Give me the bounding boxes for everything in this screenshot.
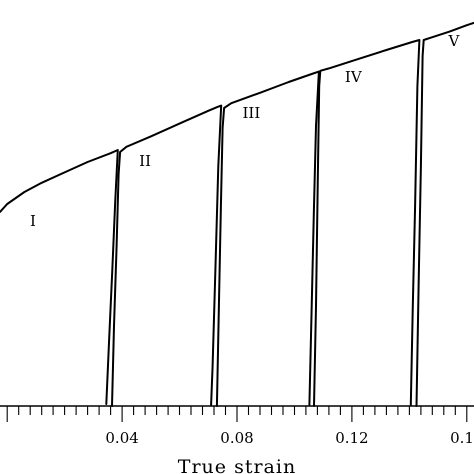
stage-label-i: I [30,212,36,230]
stage-label-iii: III [243,104,261,122]
stage-label-v: V [447,32,460,50]
x-axis-tick-labels: 0.04 0.08 0.12 0.16 [105,429,474,447]
curve-stage-i [0,149,119,405]
x-tick-label: 0.04 [105,429,138,447]
curve-stage-ii [111,104,223,407]
x-tick-label: 0.08 [220,429,253,447]
stage-label-ii: II [139,152,151,170]
curve-stage-iv [313,39,421,407]
curve-stage-iii [215,70,320,407]
x-axis-title: True strain [178,456,296,474]
x-tick-label: 0.12 [335,429,368,447]
curve-stage-v [415,21,474,407]
x-tick-label: 0.16 [450,429,474,447]
curve-series-group [0,21,474,407]
stage-label-iv: IV [345,68,363,86]
x-axis-ticks [6,406,468,422]
